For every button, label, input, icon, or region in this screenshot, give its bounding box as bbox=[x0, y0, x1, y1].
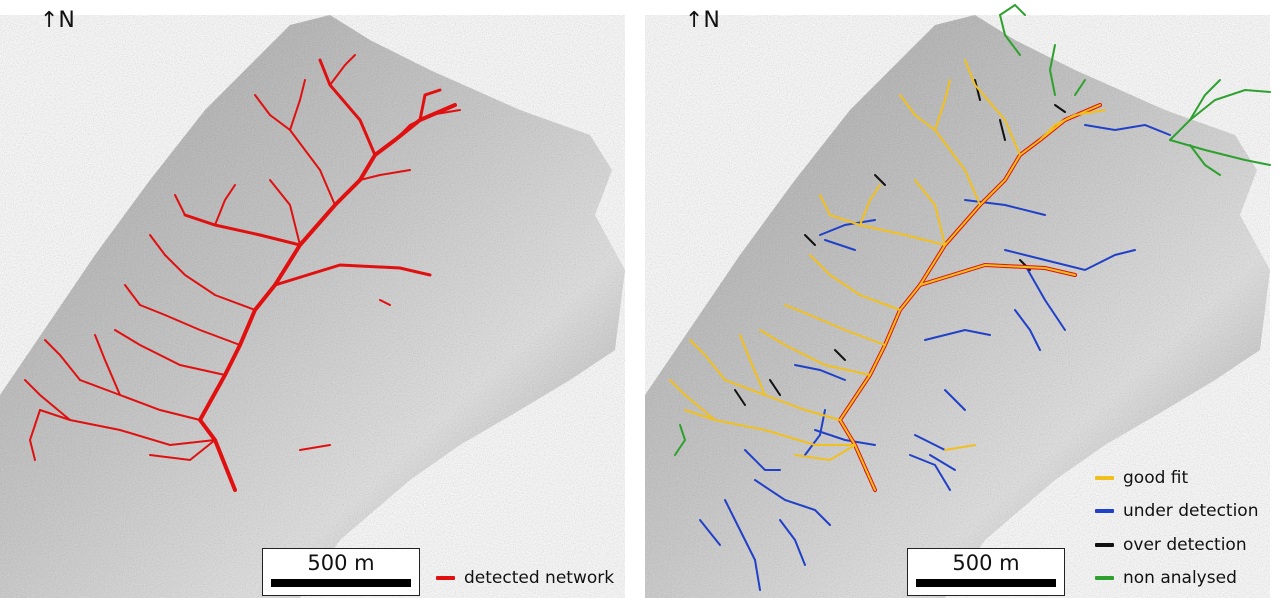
legend-label: detected network bbox=[464, 568, 615, 588]
scale-bar-line bbox=[916, 579, 1056, 587]
left-map-panel: ↑N 500 m detected network bbox=[0, 0, 640, 598]
legend-over-detection: over detection bbox=[1095, 535, 1247, 555]
scale-bar-label: 500 m bbox=[307, 551, 375, 575]
legend-label: over detection bbox=[1123, 535, 1247, 555]
under-detection-lines bbox=[699, 123, 1171, 591]
terrain-texture bbox=[0, 15, 625, 598]
north-arrow: ↑N bbox=[685, 8, 720, 33]
non-analysed-lines bbox=[674, 3, 1271, 456]
legend-detected-network: detected network bbox=[436, 568, 614, 588]
right-terrain-map bbox=[645, 3, 1271, 598]
legend-swatch-black bbox=[1095, 543, 1114, 547]
legend-label: non analysed bbox=[1123, 568, 1237, 588]
legend-swatch-yellow bbox=[1095, 476, 1114, 480]
legend-swatch-red bbox=[436, 576, 455, 580]
legend-good-fit: good fit bbox=[1095, 468, 1188, 488]
legend-label: under detection bbox=[1123, 501, 1259, 521]
scale-bar: 500 m bbox=[907, 548, 1065, 596]
over-detection-lines bbox=[734, 79, 1066, 491]
north-arrow: ↑N bbox=[40, 8, 75, 33]
legend-swatch-blue bbox=[1095, 509, 1114, 513]
terrain-texture bbox=[645, 15, 1270, 598]
legend-swatch-green bbox=[1095, 576, 1114, 580]
scale-bar: 500 m bbox=[262, 548, 420, 596]
left-terrain-map bbox=[0, 15, 625, 598]
legend-under-detection: under detection bbox=[1095, 501, 1258, 521]
good-fit-lines bbox=[669, 59, 1106, 491]
scale-bar-line bbox=[271, 579, 411, 587]
scale-bar-label: 500 m bbox=[952, 551, 1020, 575]
legend-label: good fit bbox=[1123, 468, 1189, 488]
legend-non-analysed: non analysed bbox=[1095, 568, 1237, 588]
right-map-panel: ↑N 500 m good fit under detection over d… bbox=[645, 0, 1287, 598]
detected-network-lines bbox=[24, 54, 461, 492]
